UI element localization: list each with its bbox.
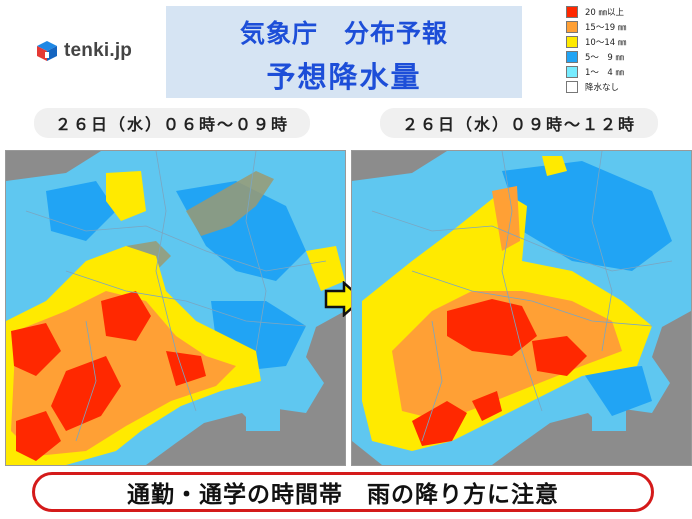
extreme-rain-area bbox=[11, 323, 61, 376]
title-line-2: 予想降水量 bbox=[266, 60, 422, 94]
legend-row: 1～ 4 ㎜ bbox=[566, 64, 686, 79]
moderate-rain-area bbox=[502, 161, 672, 271]
legend-label: 降水なし bbox=[585, 82, 620, 93]
legend-label: 15～19 ㎜ bbox=[585, 22, 627, 33]
tenki-logo: tenki.jp bbox=[36, 40, 132, 62]
legend-label: 10～14 ㎜ bbox=[585, 37, 627, 48]
warning-banner: 通勤・通学の時間帯 雨の降り方に注意 bbox=[32, 472, 654, 512]
moderate-rain-area bbox=[582, 366, 652, 416]
legend-swatch bbox=[566, 65, 578, 78]
legend-row: 20 ㎜以上 bbox=[566, 4, 686, 19]
legend-swatch bbox=[566, 5, 578, 18]
precipitation-map-0609 bbox=[5, 150, 346, 466]
legend-label: 1～ 4 ㎜ bbox=[585, 67, 625, 78]
heavy-rain-area bbox=[542, 156, 567, 176]
legend-swatch bbox=[566, 80, 578, 93]
tenki-cube-logo-icon bbox=[37, 41, 57, 61]
extreme-rain-area bbox=[101, 291, 151, 341]
legend-row: 10～14 ㎜ bbox=[566, 34, 686, 49]
extreme-rain-area bbox=[166, 351, 206, 386]
legend-label: 20 ㎜以上 bbox=[585, 7, 625, 18]
legend-row: 降水なし bbox=[566, 79, 686, 94]
extreme-rain-area bbox=[412, 401, 467, 446]
legend-row: 5～ 9 ㎜ bbox=[566, 49, 686, 64]
map-time-label-right: ２６日（水）０９時～１２時 bbox=[380, 108, 658, 138]
logo-text: tenki.jp bbox=[64, 40, 133, 61]
extreme-rain-area bbox=[472, 391, 502, 421]
moderate-rain-area bbox=[46, 181, 116, 241]
title-box: 気象庁 分布予報 予想降水量 bbox=[166, 6, 522, 98]
title-line-1: 気象庁 分布予報 bbox=[239, 19, 448, 48]
dry-mountain-area bbox=[186, 171, 274, 236]
precipitation-legend: 20 ㎜以上 15～19 ㎜ 10～14 ㎜ 5～ 9 ㎜ 1～ 4 ㎜ 降水な… bbox=[566, 4, 686, 94]
map-time-label-left: ２６日（水）０６時～０９時 bbox=[34, 108, 310, 138]
prefecture-boundaries bbox=[371, 151, 673, 442]
legend-swatch bbox=[566, 20, 578, 33]
legend-row: 15～19 ㎜ bbox=[566, 19, 686, 34]
extreme-rain-area bbox=[447, 299, 537, 356]
heavy-rain-area bbox=[106, 171, 146, 221]
precipitation-map-0912 bbox=[351, 150, 692, 466]
legend-label: 5～ 9 ㎜ bbox=[585, 52, 625, 63]
heavy-rain-area bbox=[306, 246, 345, 291]
extreme-rain-area bbox=[532, 336, 587, 376]
legend-swatch bbox=[566, 50, 578, 63]
prefecture-boundaries bbox=[25, 151, 327, 442]
island bbox=[246, 401, 280, 431]
legend-swatch bbox=[566, 35, 578, 48]
extreme-rain-area bbox=[16, 411, 61, 461]
extreme-rain-area bbox=[51, 356, 121, 431]
